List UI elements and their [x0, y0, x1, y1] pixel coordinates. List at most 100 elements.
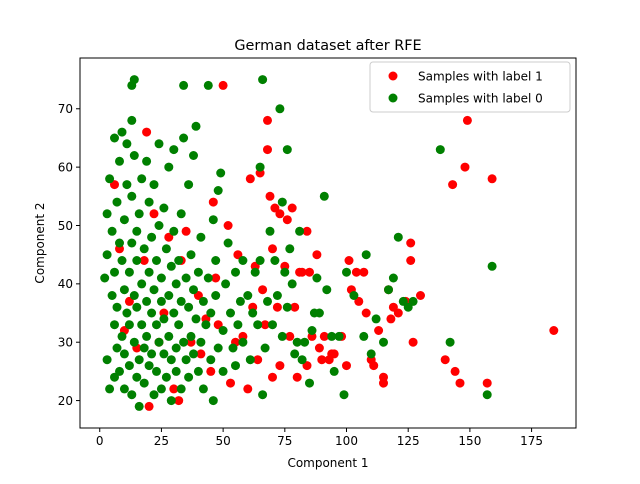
x-axis-label: Component 1 [287, 456, 368, 470]
data-point [149, 390, 159, 400]
data-point [245, 174, 255, 184]
data-point [198, 296, 208, 306]
data-point [270, 256, 280, 265]
data-point [268, 320, 277, 330]
data-point [169, 384, 179, 394]
data-point [275, 104, 285, 114]
data-point [450, 366, 460, 376]
data-point [154, 221, 164, 230]
chart-title: German dataset after RFE [234, 38, 421, 54]
data-point [156, 273, 166, 283]
data-point [231, 267, 240, 277]
data-point [265, 191, 275, 201]
legend-marker-label-1 [388, 71, 398, 81]
data-point [384, 285, 393, 295]
data-point [282, 215, 292, 225]
y-tick-label: 20 [58, 394, 73, 408]
data-point [406, 238, 416, 248]
data-point [100, 273, 110, 283]
data-point [122, 308, 132, 318]
data-point [115, 156, 124, 166]
x-tick-label: 75 [277, 434, 292, 448]
data-point [223, 238, 233, 248]
data-point [152, 366, 161, 376]
data-point [211, 256, 221, 265]
data-point [312, 250, 322, 260]
legend-label-0: Samples with label 0 [418, 92, 543, 106]
data-point [144, 197, 154, 207]
x-axis: 0 25 50 75 100 125 150 175 [96, 428, 543, 448]
data-point [166, 261, 176, 271]
data-point [302, 226, 312, 236]
y-tick-label: 40 [58, 277, 73, 291]
data-point [359, 331, 369, 341]
data-point [134, 209, 144, 219]
data-point [171, 343, 181, 353]
data-point [319, 191, 329, 201]
data-point [176, 384, 186, 394]
data-point [122, 180, 132, 190]
data-point [379, 337, 388, 347]
data-point [263, 145, 272, 155]
data-point [314, 308, 324, 318]
data-point [124, 296, 134, 306]
data-point [312, 273, 322, 283]
data-point [359, 267, 369, 277]
data-point [117, 127, 127, 137]
data-point [147, 232, 157, 242]
data-point [287, 203, 297, 213]
data-point [300, 337, 310, 347]
data-point [164, 331, 174, 341]
data-point [186, 331, 196, 341]
data-point [448, 180, 458, 190]
data-point [154, 139, 164, 149]
data-point [174, 320, 184, 330]
data-point [196, 337, 206, 347]
data-point [191, 314, 201, 324]
data-point [386, 314, 396, 324]
data-point [129, 151, 139, 160]
data-point [137, 174, 147, 184]
data-point [297, 267, 307, 277]
data-point [258, 75, 268, 85]
y-axis-label: Component 2 [33, 202, 47, 283]
data-point [280, 267, 290, 277]
data-point [238, 337, 248, 347]
data-point [231, 361, 240, 371]
data-point [112, 197, 122, 207]
data-point [142, 156, 152, 166]
data-point [147, 349, 157, 359]
data-point [132, 256, 142, 265]
data-point [144, 267, 154, 277]
y-tick-label: 50 [58, 219, 73, 233]
data-point [255, 256, 265, 265]
data-point [305, 267, 314, 277]
data-point [268, 244, 277, 254]
data-point [105, 384, 115, 394]
data-point [142, 127, 152, 137]
data-point [161, 244, 171, 254]
data-point [361, 308, 371, 318]
data-point [156, 296, 166, 306]
data-point [189, 285, 198, 295]
data-point [349, 291, 359, 300]
data-point [127, 390, 137, 400]
data-point [189, 151, 198, 160]
data-point [156, 384, 166, 394]
data-point [393, 308, 403, 318]
data-point [208, 396, 218, 406]
data-point [290, 302, 300, 312]
legend-label-1: Samples with label 1 [418, 70, 543, 84]
data-point [196, 232, 206, 242]
data-point [191, 121, 201, 131]
data-point [184, 302, 194, 312]
data-point [134, 355, 144, 365]
data-point [287, 279, 297, 289]
data-point [235, 296, 245, 306]
x-tick-label: 50 [215, 434, 230, 448]
data-point [243, 291, 253, 300]
data-point [112, 302, 122, 312]
data-point [460, 162, 470, 172]
data-point [354, 296, 364, 306]
